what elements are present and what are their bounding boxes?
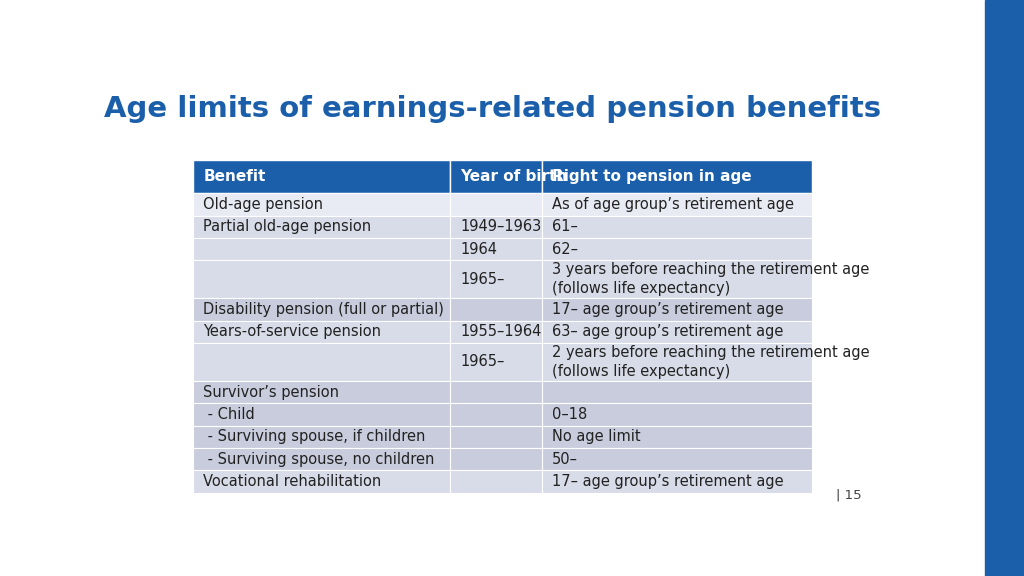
Bar	[450, 426, 542, 448]
Bar	[450, 343, 542, 381]
Text: | 15: | 15	[837, 488, 862, 501]
Text: 62–: 62–	[552, 242, 578, 257]
Text: Survivor’s pension: Survivor’s pension	[204, 385, 339, 400]
Text: 1949–1963: 1949–1963	[460, 219, 542, 234]
Text: 1964: 1964	[460, 242, 498, 257]
Bar	[542, 426, 812, 448]
Bar	[194, 215, 450, 238]
Text: Disability pension (full or partial): Disability pension (full or partial)	[204, 302, 444, 317]
Bar	[450, 403, 542, 426]
Text: Vocational rehabilitation: Vocational rehabilitation	[204, 474, 382, 489]
Bar	[194, 448, 450, 471]
Bar	[542, 343, 812, 381]
Bar	[194, 160, 450, 194]
Bar	[450, 298, 542, 321]
Bar	[542, 194, 812, 215]
Text: - Surviving spouse, if children: - Surviving spouse, if children	[204, 429, 426, 444]
Bar	[542, 381, 812, 403]
Bar	[194, 238, 450, 260]
Bar	[194, 194, 450, 215]
Bar	[542, 238, 812, 260]
Text: 1955–1964: 1955–1964	[460, 324, 542, 339]
Bar	[542, 471, 812, 492]
Text: 1965–: 1965–	[460, 272, 505, 287]
Bar	[542, 215, 812, 238]
Bar	[194, 471, 450, 492]
Bar	[450, 448, 542, 471]
Bar	[450, 160, 542, 194]
Bar	[450, 238, 542, 260]
Text: No age limit: No age limit	[552, 429, 641, 444]
Text: Right to pension in age: Right to pension in age	[552, 169, 752, 184]
Text: 50–: 50–	[552, 452, 578, 467]
Text: 2 years before reaching the retirement age
(follows life expectancy): 2 years before reaching the retirement a…	[552, 345, 869, 379]
Bar	[542, 260, 812, 298]
Text: Partial old-age pension: Partial old-age pension	[204, 219, 372, 234]
Bar	[450, 194, 542, 215]
Text: 0–18: 0–18	[552, 407, 587, 422]
Text: 61–: 61–	[552, 219, 578, 234]
Bar	[542, 298, 812, 321]
Bar	[194, 403, 450, 426]
Bar	[450, 381, 542, 403]
Bar	[450, 215, 542, 238]
Bar	[450, 321, 542, 343]
Text: Benefit: Benefit	[204, 169, 266, 184]
Bar	[450, 260, 542, 298]
Bar	[542, 321, 812, 343]
Text: 17– age group’s retirement age: 17– age group’s retirement age	[552, 302, 783, 317]
Text: 17– age group’s retirement age: 17– age group’s retirement age	[552, 474, 783, 489]
Text: - Surviving spouse, no children: - Surviving spouse, no children	[204, 452, 435, 467]
Bar	[542, 160, 812, 194]
Bar	[194, 260, 450, 298]
Bar	[450, 471, 542, 492]
Text: 3 years before reaching the retirement age
(follows life expectancy): 3 years before reaching the retirement a…	[552, 262, 869, 297]
Bar	[194, 298, 450, 321]
Bar	[542, 403, 812, 426]
Text: Age limits of earnings-related pension benefits: Age limits of earnings-related pension b…	[104, 95, 882, 123]
Text: Old-age pension: Old-age pension	[204, 197, 324, 212]
Text: Year of birth: Year of birth	[460, 169, 567, 184]
Bar	[194, 343, 450, 381]
Text: 63– age group’s retirement age: 63– age group’s retirement age	[552, 324, 783, 339]
Bar	[542, 448, 812, 471]
Text: - Child: - Child	[204, 407, 255, 422]
Text: 1965–: 1965–	[460, 354, 505, 369]
Text: Years-of-service pension: Years-of-service pension	[204, 324, 381, 339]
Bar	[194, 321, 450, 343]
Text: As of age group’s retirement age: As of age group’s retirement age	[552, 197, 794, 212]
Bar	[194, 426, 450, 448]
Bar	[194, 381, 450, 403]
